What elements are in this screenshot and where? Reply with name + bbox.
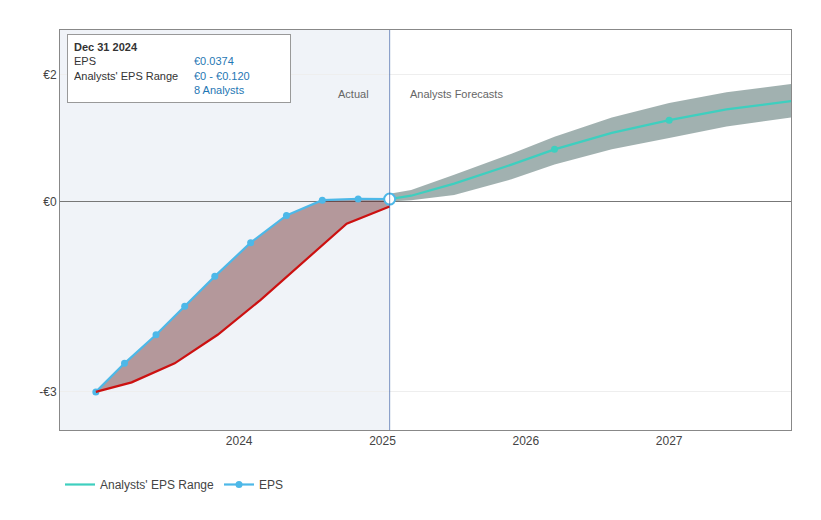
svg-text:€0.0374€0 - €0.1208 Analysts: €0.0374€0 - €0.1208 Analysts — [194, 41, 250, 96]
svg-text:Analysts' EPS Range: Analysts' EPS Range — [100, 478, 214, 492]
svg-text:Dec 31 2024EPSAnalysts' EPS Ra: Dec 31 2024EPSAnalysts' EPS Range — [74, 41, 178, 96]
svg-text:€2: €2 — [43, 68, 57, 82]
svg-text:Analysts Forecasts: Analysts Forecasts — [410, 88, 503, 100]
svg-text:2025: 2025 — [369, 434, 396, 448]
svg-text:2027: 2027 — [656, 434, 683, 448]
svg-text:-€3: -€3 — [39, 385, 57, 399]
svg-text:2026: 2026 — [512, 434, 539, 448]
svg-text:Actual: Actual — [338, 88, 369, 100]
svg-text:€0: €0 — [43, 195, 57, 209]
svg-text:2024: 2024 — [226, 434, 253, 448]
svg-text:EPS: EPS — [259, 478, 283, 492]
